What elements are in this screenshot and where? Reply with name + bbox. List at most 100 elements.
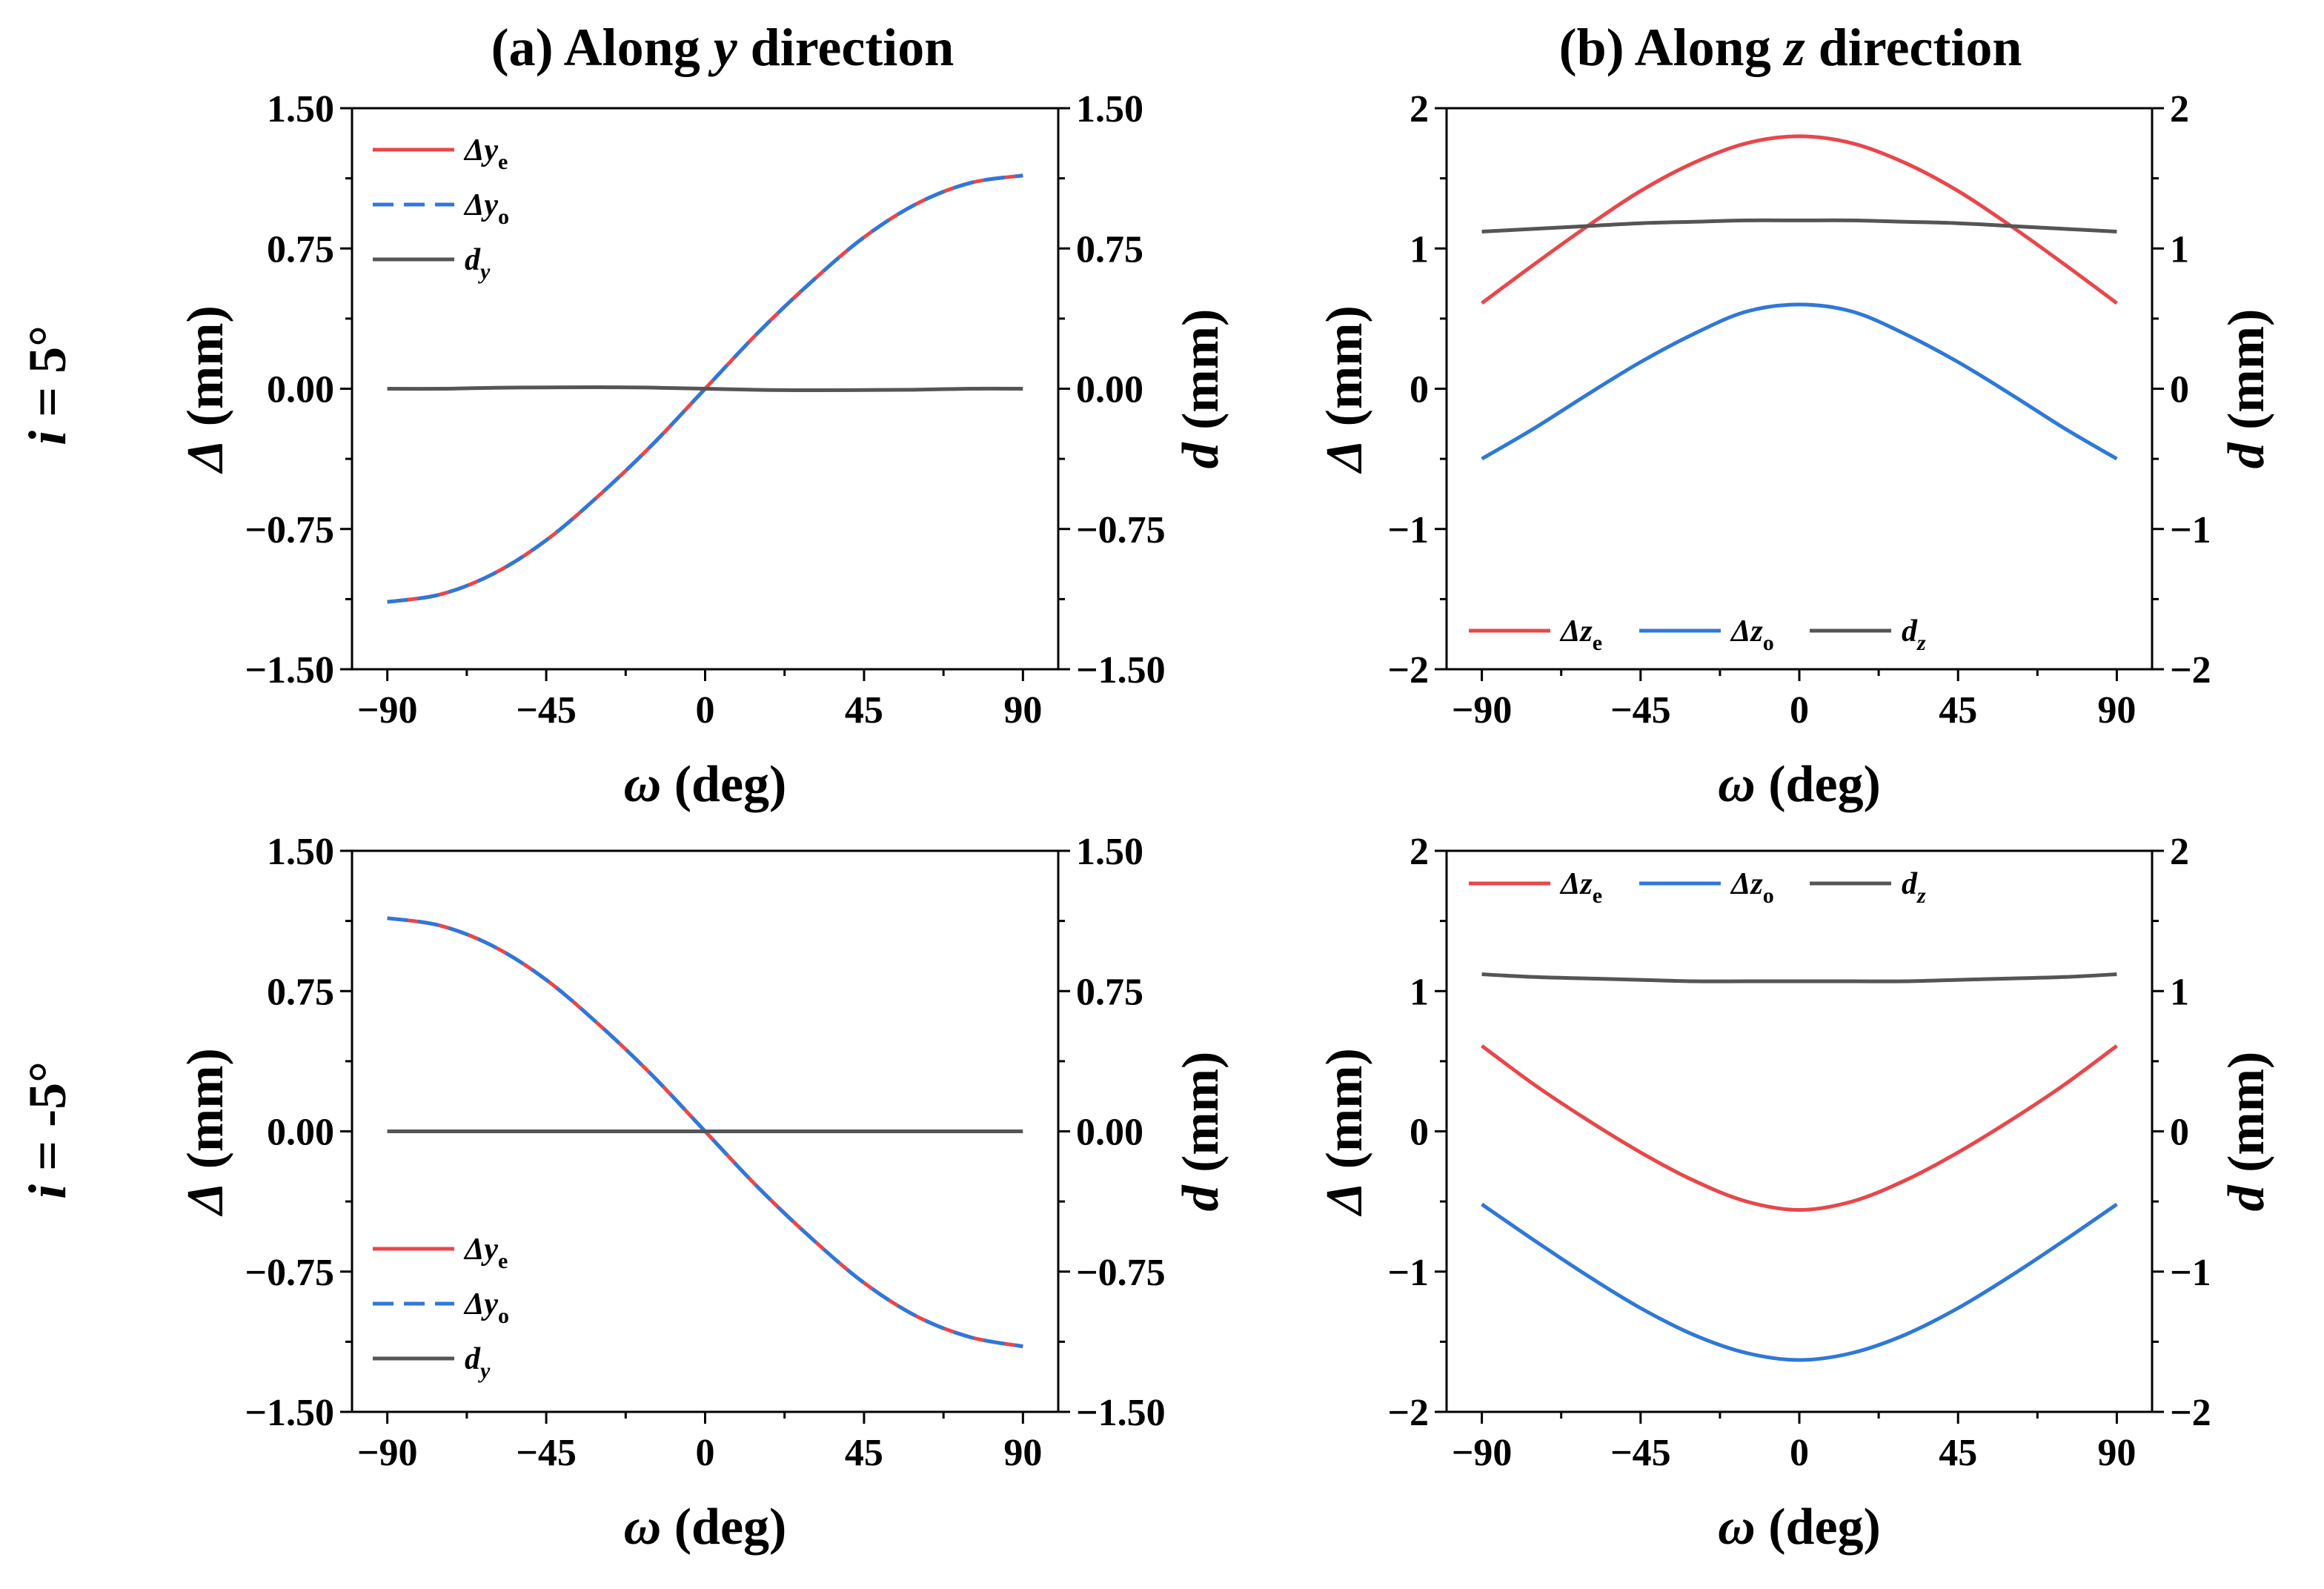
x-tick-label: −90 — [357, 1432, 418, 1474]
x-tick-label: 0 — [1790, 689, 1809, 732]
series-line-delta-z-o — [1481, 302, 2118, 461]
legend-label-main: Δz — [1559, 867, 1593, 901]
y-tick-label-right: −0.75 — [1076, 509, 1166, 551]
x-tick-label: −45 — [1610, 1432, 1671, 1474]
legend-label-main: Δy — [463, 133, 498, 167]
y-tick-label-right: 0.00 — [1076, 369, 1143, 411]
legend-label-sub: z — [1916, 883, 1926, 908]
row-label-bottom: i = -5° — [18, 1061, 77, 1199]
y-axis-label-left-text: (mm) — [1316, 305, 1373, 439]
x-axis-label-text: (deg) — [661, 1499, 786, 1556]
x-tick-label: 90 — [1003, 689, 1042, 732]
x-tick-label: 45 — [845, 1432, 883, 1474]
y-axis-label-left-text: (mm) — [1316, 1048, 1373, 1182]
legend-label: dz — [1902, 867, 1926, 908]
legend-label-sub: o — [1763, 883, 1774, 908]
legend-label-main: Δy — [463, 1233, 498, 1267]
x-axis-label-text: (deg) — [661, 756, 786, 813]
legend-label: dz — [1902, 614, 1926, 655]
legend-label: dy — [465, 243, 491, 284]
y-tick-label-left: 2 — [1410, 831, 1429, 873]
y-tick-label-right: 0.75 — [1076, 228, 1143, 271]
legend-label: Δzo — [1730, 867, 1774, 908]
legend-label-sub: e — [498, 1249, 508, 1273]
y-tick-label-right: −1 — [2170, 1252, 2211, 1294]
y-tick-label-right: 1 — [2170, 228, 2189, 271]
y-tick-label-left: 0.00 — [267, 1112, 334, 1154]
y-tick-label-left: 1 — [1410, 971, 1429, 1013]
series-line-delta-z-e — [1481, 1044, 2118, 1213]
legend-label-sub: z — [1916, 631, 1926, 655]
series-line-delta-z-o — [1481, 1202, 2118, 1362]
y-tick-label-right: −1.50 — [1076, 1392, 1166, 1434]
legend-label-sub: o — [1763, 631, 1774, 655]
x-tick-label: 0 — [696, 689, 715, 732]
y-tick-label-left: −1.50 — [245, 1392, 334, 1434]
x-tick-label: −90 — [1452, 689, 1513, 732]
column-title-a: (a) Along y direction — [491, 18, 954, 77]
legend: Δze Δz o dz — [1469, 614, 1926, 655]
y-tick-label-right: 1 — [2170, 971, 2189, 1013]
y-axis-label-left: Δ (mm) — [1316, 305, 1373, 474]
series-line-d-z — [1481, 972, 2117, 983]
y-tick-label-left: −2 — [1387, 649, 1429, 691]
y-axis-label-right: d (mm) — [2218, 309, 2275, 469]
legend-label-main: d — [1902, 867, 1918, 901]
legend-label: Δze — [1559, 867, 1602, 908]
y-tick-label-left: 0.75 — [267, 971, 334, 1013]
legend-label-sub: e — [1593, 883, 1602, 908]
x-axis-label-text: (deg) — [1756, 756, 1881, 813]
y-tick-label-right: 0.00 — [1076, 1112, 1143, 1154]
y-tick-label-right: 2 — [2170, 88, 2189, 130]
legend-label-main: Δz — [1559, 614, 1593, 648]
y-axis-label-left: Δ (mm) — [177, 305, 234, 474]
y-axis-label-right-symbol: d — [2218, 442, 2275, 468]
legend-label: Δze — [1559, 614, 1602, 655]
y-axis-label-right-symbol: d — [1172, 1184, 1229, 1211]
legend-label-sub: y — [478, 259, 491, 284]
chart-panel-b-bottom: −90 −45 0 45 902 21 10 0−1 −1−2 −2ω (deg)Δ (mm)d … — [1316, 831, 2275, 1556]
y-tick-label-left: 0 — [1410, 369, 1429, 411]
legend-label-main: d — [1902, 614, 1918, 648]
y-axis-label-left-symbol: Δ — [177, 439, 234, 474]
legend-label-sub: e — [498, 150, 508, 174]
row-label-top: i = 5° — [18, 325, 77, 445]
y-tick-label-right: 0 — [2170, 369, 2189, 411]
x-tick-label: 45 — [845, 689, 883, 732]
x-tick-label: 45 — [1939, 1432, 1977, 1474]
y-axis-label-right: d (mm) — [2218, 1052, 2275, 1212]
legend-label-main: Δz — [1730, 867, 1763, 901]
plot-frame — [1445, 849, 2154, 1413]
y-axis-label-right-text: (mm) — [2218, 1052, 2275, 1186]
y-tick-label-left: 1.50 — [267, 88, 334, 130]
x-axis-label: ω (deg) — [1718, 756, 1881, 813]
y-tick-label-right: 1.50 — [1076, 88, 1143, 130]
y-axis-label-left-text: (mm) — [177, 1048, 234, 1182]
y-tick-label-left: −1 — [1387, 1252, 1429, 1294]
y-axis-label-right: d (mm) — [1172, 1052, 1229, 1212]
series-line-d-y — [387, 385, 1023, 393]
legend-label: Δyo — [463, 1287, 509, 1328]
y-tick-label-left: −0.75 — [245, 1252, 334, 1294]
legend-label: dy — [465, 1342, 491, 1383]
legend-label-sub: o — [498, 205, 509, 229]
x-tick-label: 90 — [2097, 689, 2136, 732]
x-tick-label: −45 — [516, 1432, 577, 1474]
y-tick-label-left: −2 — [1387, 1392, 1429, 1434]
x-axis-label-symbol: ω — [624, 1499, 662, 1556]
y-axis-label-left-symbol: Δ — [177, 1182, 234, 1217]
plot-frame — [1445, 107, 2154, 671]
legend: Δye Δyo dy — [373, 1233, 509, 1383]
y-tick-label-left: 1 — [1410, 228, 1429, 271]
legend-label-main: d — [465, 243, 481, 277]
y-tick-label-left: −1.50 — [245, 649, 334, 691]
y-tick-label-left: 1.50 — [267, 831, 334, 873]
x-tick-label: 0 — [1790, 1432, 1809, 1474]
chart-panel-a-top: −90 −45 0 45 90 1.50 1.50 0.75 0.75 0.00 0.00 −0.75… — [177, 88, 1229, 813]
series-line-d-z — [1481, 218, 2117, 233]
legend-label: Δyo — [463, 188, 509, 229]
y-tick-label-left: 0.75 — [267, 228, 334, 271]
y-axis-label-right-text: (mm) — [1172, 309, 1229, 443]
y-tick-label-right: 1.50 — [1076, 831, 1143, 873]
y-tick-label-right: −2 — [2170, 649, 2211, 691]
